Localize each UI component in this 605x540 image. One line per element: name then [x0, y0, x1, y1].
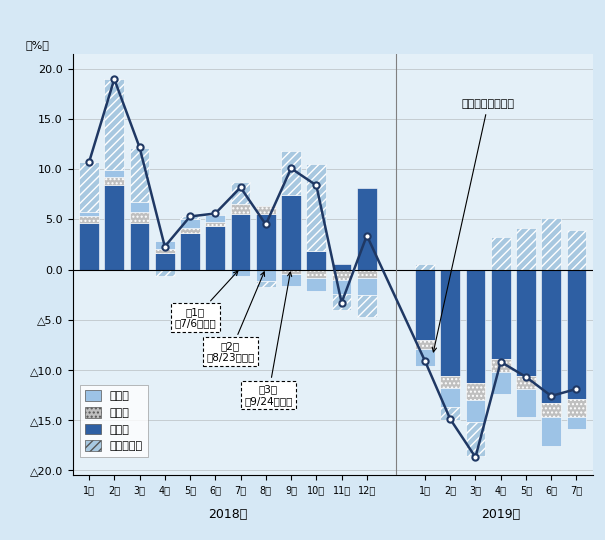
Bar [567, 269, 586, 399]
Bar [256, 206, 276, 214]
Bar [466, 422, 485, 456]
Bar [231, 183, 250, 205]
Text: 2019年: 2019年 [481, 508, 520, 521]
Bar [415, 349, 435, 366]
Bar [415, 269, 435, 340]
Bar [129, 148, 149, 202]
Bar [155, 240, 175, 248]
Bar [307, 278, 326, 291]
Bar [307, 164, 326, 251]
Bar [79, 217, 99, 224]
Text: （%）: （%） [26, 40, 50, 50]
Bar [332, 269, 352, 280]
Bar [231, 214, 250, 269]
Bar [357, 188, 377, 269]
Bar [491, 372, 511, 394]
Bar [231, 269, 250, 275]
Bar [79, 212, 99, 217]
Bar [332, 280, 352, 294]
Bar [180, 219, 200, 228]
Bar [256, 269, 276, 281]
Bar [491, 237, 511, 269]
Bar [105, 177, 124, 185]
Bar [281, 274, 301, 286]
Bar [440, 376, 460, 388]
Bar [155, 248, 175, 253]
Bar [206, 222, 225, 226]
Bar [541, 219, 561, 269]
Bar [440, 388, 460, 407]
Text: 第3弾
（9/24実施）: 第3弾 （9/24実施） [244, 272, 293, 406]
Bar [466, 383, 485, 400]
Bar [516, 228, 536, 269]
Bar [180, 228, 200, 233]
Bar [440, 269, 460, 376]
Text: 2018年: 2018年 [208, 508, 247, 521]
Bar [357, 269, 377, 278]
Bar [415, 340, 435, 349]
Bar [307, 269, 326, 278]
Bar [206, 215, 225, 222]
Bar [466, 400, 485, 422]
Bar [206, 226, 225, 269]
Bar [105, 185, 124, 269]
Bar [155, 269, 175, 275]
Bar [129, 202, 149, 212]
Bar [541, 269, 561, 403]
Bar [541, 417, 561, 446]
Bar [281, 151, 301, 195]
Bar [516, 376, 536, 389]
Bar [281, 269, 301, 274]
Bar [415, 264, 435, 269]
Bar [567, 230, 586, 269]
Bar [332, 294, 352, 310]
Legend: 第１弾, 第２弾, 第３弾, 対象外品目: 第１弾, 第２弾, 第３弾, 対象外品目 [80, 385, 148, 457]
Bar [105, 170, 124, 177]
Bar [516, 389, 536, 417]
Bar [105, 79, 124, 170]
Bar [357, 295, 377, 317]
Bar [155, 253, 175, 269]
Text: 第1弾
（7/6実施）: 第1弾 （7/6実施） [174, 271, 238, 328]
Bar [307, 251, 326, 269]
Bar [129, 224, 149, 269]
Bar [79, 163, 99, 212]
Text: 前年同月比変化率: 前年同月比変化率 [432, 99, 515, 352]
Bar [206, 214, 225, 215]
Bar [541, 403, 561, 417]
Text: 第2弾
（8/23実施）: 第2弾 （8/23実施） [206, 272, 264, 363]
Bar [256, 214, 276, 269]
Bar [79, 224, 99, 269]
Bar [231, 205, 250, 214]
Bar [567, 399, 586, 417]
Bar [332, 264, 352, 269]
Bar [466, 269, 485, 383]
Bar [491, 359, 511, 372]
Bar [281, 195, 301, 269]
Bar [567, 417, 586, 429]
Bar [180, 217, 200, 219]
Bar [129, 212, 149, 224]
Bar [440, 407, 460, 420]
Bar [516, 269, 536, 376]
Bar [357, 278, 377, 295]
Bar [491, 269, 511, 359]
Bar [180, 233, 200, 269]
Bar [256, 281, 276, 287]
